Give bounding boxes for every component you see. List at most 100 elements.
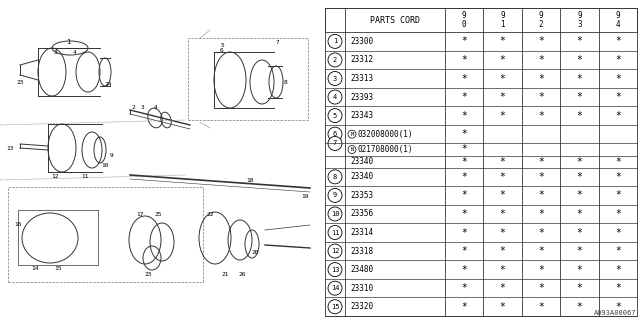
Bar [325, 8, 637, 32]
Text: *: * [538, 265, 544, 275]
Circle shape [328, 300, 342, 314]
Text: *: * [461, 129, 467, 139]
Text: 16: 16 [14, 222, 22, 228]
Text: 15: 15 [54, 266, 61, 270]
Text: 13: 13 [6, 146, 13, 150]
Text: 7: 7 [333, 140, 337, 147]
Text: 23353: 23353 [350, 191, 373, 200]
Text: *: * [615, 36, 621, 46]
Text: *: * [538, 228, 544, 237]
Text: *: * [577, 36, 582, 46]
Text: 3: 3 [141, 105, 145, 109]
Text: *: * [538, 55, 544, 65]
Text: N: N [350, 147, 354, 152]
Text: 9
1: 9 1 [500, 11, 505, 29]
Text: 23320: 23320 [350, 302, 373, 311]
Text: 9
2: 9 2 [539, 11, 543, 29]
Text: *: * [538, 209, 544, 219]
Circle shape [328, 108, 342, 123]
Text: 23314: 23314 [350, 228, 373, 237]
Text: 9: 9 [333, 192, 337, 198]
Text: *: * [461, 190, 467, 200]
Text: *: * [538, 302, 544, 312]
Text: 8: 8 [333, 174, 337, 180]
Text: *: * [615, 111, 621, 121]
Text: 15: 15 [331, 304, 339, 310]
Text: 22: 22 [206, 212, 214, 218]
Text: 021708000(1): 021708000(1) [358, 145, 413, 154]
Circle shape [328, 34, 342, 48]
Text: *: * [615, 74, 621, 84]
Text: 2: 2 [333, 57, 337, 63]
Text: 1: 1 [333, 38, 337, 44]
Text: 23300: 23300 [350, 37, 373, 46]
Text: 10: 10 [331, 211, 339, 217]
Text: 25: 25 [154, 212, 162, 218]
Text: 23310: 23310 [350, 284, 373, 293]
Text: *: * [538, 111, 544, 121]
Text: 24: 24 [104, 82, 112, 86]
Text: 23: 23 [144, 271, 152, 276]
Bar [325, 8, 637, 316]
Circle shape [328, 71, 342, 85]
Text: *: * [538, 283, 544, 293]
Text: 9
4: 9 4 [616, 11, 620, 29]
Circle shape [328, 263, 342, 276]
Text: *: * [577, 228, 582, 237]
Text: *: * [538, 36, 544, 46]
Text: *: * [577, 74, 582, 84]
Circle shape [328, 281, 342, 295]
Text: 1: 1 [66, 39, 70, 45]
Text: 6: 6 [333, 131, 337, 137]
Bar [188, 38, 308, 120]
Text: *: * [500, 302, 506, 312]
Text: *: * [500, 55, 506, 65]
Circle shape [328, 244, 342, 258]
Text: 23318: 23318 [350, 247, 373, 256]
Text: 23356: 23356 [350, 210, 373, 219]
Text: *: * [577, 209, 582, 219]
Text: *: * [577, 156, 582, 166]
Circle shape [348, 146, 356, 154]
Text: *: * [500, 283, 506, 293]
Text: *: * [461, 36, 467, 46]
Text: 4: 4 [154, 105, 158, 109]
Text: *: * [500, 246, 506, 256]
Text: *: * [461, 156, 467, 166]
Text: *: * [577, 302, 582, 312]
Text: *: * [461, 55, 467, 65]
Text: 12: 12 [331, 248, 339, 254]
Text: *: * [461, 172, 467, 182]
Text: *: * [615, 172, 621, 182]
Text: 23340: 23340 [350, 157, 373, 166]
Text: *: * [461, 74, 467, 84]
Text: *: * [538, 156, 544, 166]
Text: 12: 12 [51, 173, 59, 179]
Text: *: * [577, 190, 582, 200]
Text: 5: 5 [220, 43, 224, 47]
Text: *: * [461, 111, 467, 121]
Text: *: * [500, 265, 506, 275]
Text: *: * [577, 283, 582, 293]
Text: *: * [500, 156, 506, 166]
Text: *: * [461, 228, 467, 237]
Text: *: * [461, 144, 467, 155]
Circle shape [328, 127, 342, 141]
Text: *: * [615, 209, 621, 219]
Bar [18, 210, 98, 265]
Text: 18: 18 [246, 178, 253, 182]
Text: 14: 14 [31, 266, 39, 270]
Text: 23313: 23313 [350, 74, 373, 83]
Text: 11: 11 [81, 173, 89, 179]
Text: 13: 13 [331, 267, 339, 273]
Circle shape [328, 188, 342, 202]
Text: 3: 3 [54, 50, 58, 54]
Text: *: * [461, 209, 467, 219]
Text: *: * [538, 190, 544, 200]
Text: *: * [615, 228, 621, 237]
Text: 17: 17 [136, 212, 144, 218]
Text: *: * [615, 302, 621, 312]
Text: 23340: 23340 [350, 172, 373, 181]
Text: 4: 4 [73, 50, 77, 54]
Text: 23343: 23343 [350, 111, 373, 120]
